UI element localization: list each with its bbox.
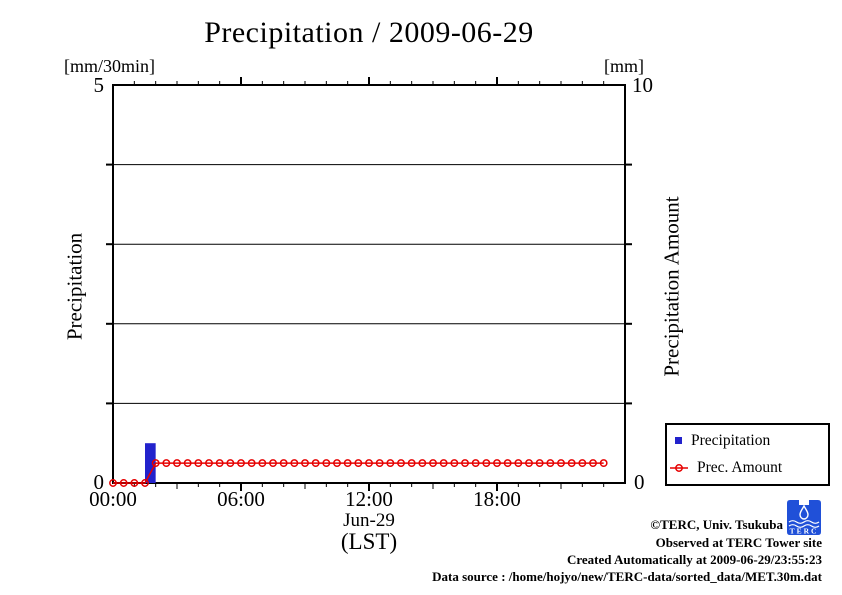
footer-data-source: Data source : /home/hojyo/new/TERC-data/… [432,569,822,584]
legend-item-precipitation: Precipitation [675,432,828,450]
right-axis-min-tick: 0 [634,470,645,494]
right-axis-unit: [mm] [604,56,644,76]
x-tick-0000: 00:00 [89,487,137,511]
blue-square-marker-icon [675,437,682,445]
terc-logo: TERC [787,500,821,536]
x-tick-0600: 06:00 [217,487,265,511]
x-tick-1200: 12:00 [345,487,393,511]
footer-observed-site: Observed at TERC Tower site [655,535,822,550]
terc-logo-text: TERC [790,527,819,536]
footer-copyright: ©TERC, Univ. Tsukuba [650,517,783,532]
x-axis-timezone-label: (LST) [340,529,398,554]
footer-created-at: Created Automatically at 2009-06-29/23:5… [566,552,822,567]
x-axis-date-label: Jun-29 [343,510,395,531]
red-circle-line-marker-icon [670,464,688,473]
left-axis-min-tick: 0 [93,470,105,494]
chart-title: Precipitation / 2009-06-29 [204,16,534,49]
left-axis-unit: [mm/30min] [64,56,155,76]
x-tick-1800: 18:00 [473,487,521,511]
legend-item-prec-amount: Prec. Amount [670,459,828,477]
chart-legend: Precipitation Prec. Amount [665,423,830,486]
right-axis-max-tick: 10 [632,73,653,97]
left-axis-max-tick: 5 [93,73,105,97]
legend-label-prec-amount: Prec. Amount [697,459,783,477]
legend-label-precipitation: Precipitation [691,431,771,449]
